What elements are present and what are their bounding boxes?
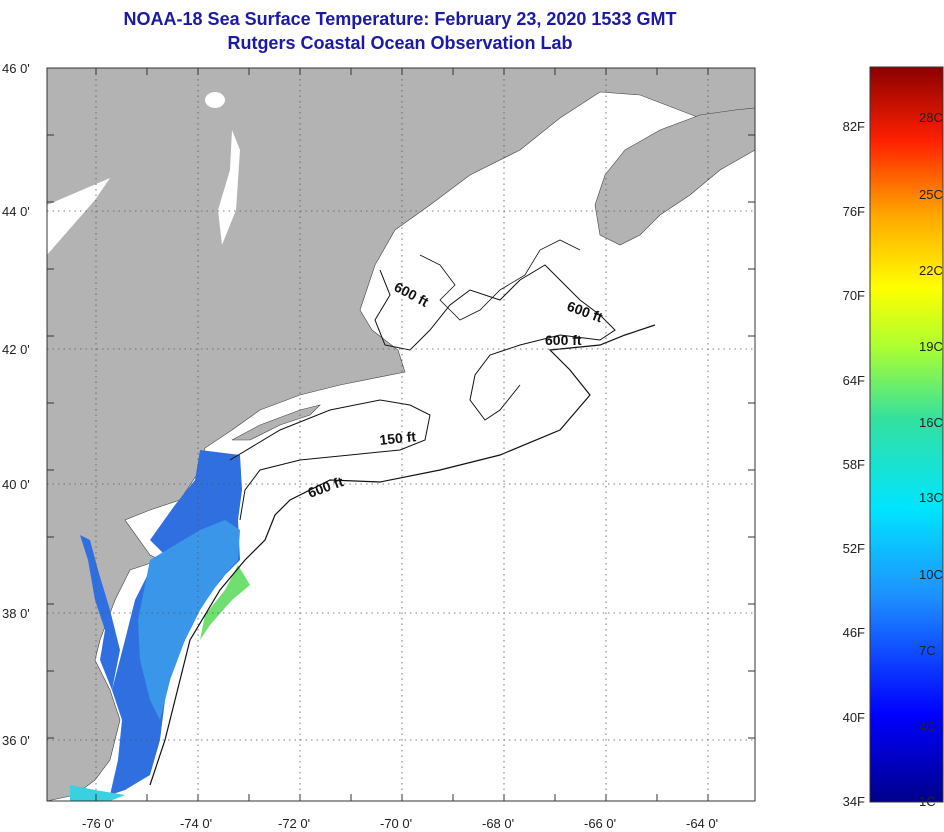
lat-label: 40 0' <box>2 477 30 492</box>
lon-label: -68 0' <box>482 816 514 831</box>
contour-150ft <box>229 399 431 521</box>
contour-gulf-inner <box>419 239 581 321</box>
lon-label: -70 0' <box>380 816 412 831</box>
graticule <box>47 67 755 801</box>
map-title: NOAA-18 Sea Surface Temperature: Februar… <box>123 9 677 29</box>
lat-label: 38 0' <box>2 606 30 621</box>
lake-champlain <box>218 130 240 245</box>
lake-ontario <box>47 178 110 255</box>
land-long-island <box>231 404 321 441</box>
map-frame <box>46 67 756 802</box>
land-us <box>46 67 756 802</box>
lat-label: 36 0' <box>2 733 30 748</box>
contour-label-600ft-3: 600 ft <box>545 332 582 348</box>
sst-mid-water <box>138 520 240 720</box>
lon-label: -76 0' <box>82 816 114 831</box>
lon-label: -64 0' <box>686 816 718 831</box>
lon-label: -74 0' <box>180 816 212 831</box>
lon-label: -72 0' <box>278 816 310 831</box>
lon-label: -66 0' <box>584 816 616 831</box>
sst-south-water <box>70 785 125 801</box>
axis-ticks <box>47 67 755 801</box>
land-nova-scotia <box>594 107 756 246</box>
contour-600ft-outer <box>149 324 656 786</box>
lat-label: 42 0' <box>2 342 30 357</box>
contour-label-150ft: 150 ft <box>379 428 417 448</box>
lake <box>205 92 225 108</box>
map-subtitle: Rutgers Coastal Ocean Observation Lab <box>227 33 573 53</box>
lat-label: 44 0' <box>2 204 30 219</box>
lat-label: 46 0' <box>2 61 30 76</box>
sst-warm-water <box>200 565 250 640</box>
chesapeake-bay <box>80 535 120 690</box>
